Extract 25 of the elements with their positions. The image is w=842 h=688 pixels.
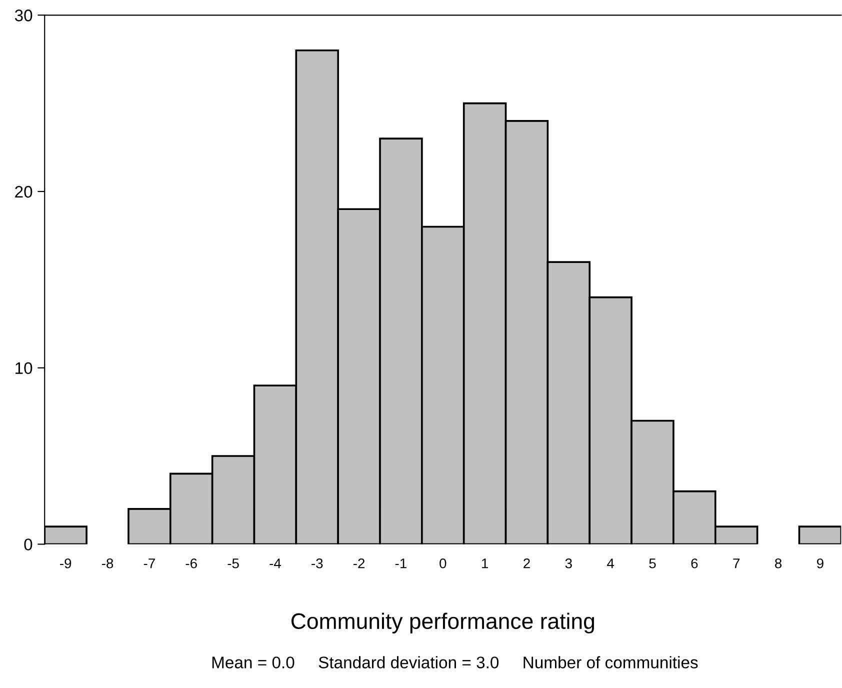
x-tick-label: -4 [270, 558, 281, 568]
x-tick-label: -2 [353, 558, 365, 568]
y-tick-label: 10 [16, 362, 32, 374]
y-tick-label: 20 [15, 186, 32, 198]
x-tick-label: -8 [102, 558, 114, 568]
x-tick-label: -7 [144, 558, 155, 568]
x-tick-label: 4 [607, 558, 614, 568]
x-tick-label: 8 [775, 558, 782, 568]
x-tick-label: 0 [440, 558, 446, 568]
text: Mean = 0.0 Standard deviation = 3.0 Number of communities [212, 656, 698, 668]
x-tick-label: 5 [649, 558, 656, 568]
x-tick-label: 2 [524, 558, 530, 568]
x-tick-label: -5 [228, 558, 239, 568]
x-tick-label: 3 [565, 558, 572, 568]
x-axis-title: Community performance rating [292, 612, 594, 634]
x-tick-label: 6 [691, 558, 698, 568]
y-tick-label: 0 [24, 538, 32, 550]
x-tick-label: 9 [816, 558, 824, 568]
x-tick-label: 7 [733, 558, 740, 568]
x-tick-label: -9 [60, 558, 72, 568]
x-tick-label: 1 [482, 558, 488, 568]
x-tick-label: -6 [186, 558, 197, 568]
x-tick-label: -3 [312, 558, 323, 568]
x-tick-label: -1 [395, 558, 406, 568]
y-tick-label: 30 [14, 10, 32, 22]
